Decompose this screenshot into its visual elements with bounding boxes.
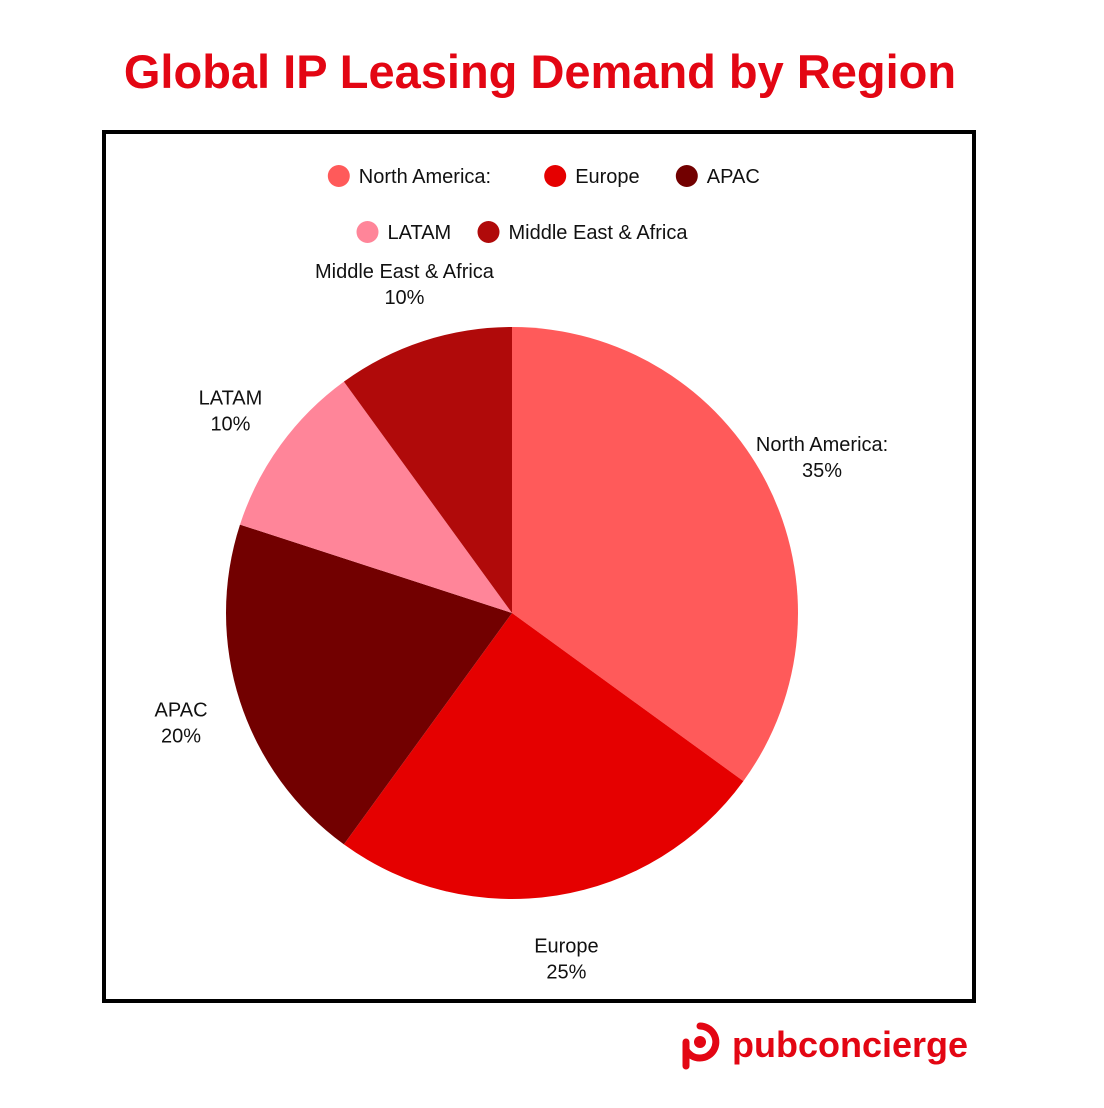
- slice-label-apac: APAC: [155, 700, 208, 722]
- legend-marker-apac: [675, 165, 698, 187]
- pie-slice-latam: [239, 381, 512, 613]
- slice-value-apac: 20%: [161, 726, 201, 748]
- chart-frame: North America: Europe APAC LATAM Middle East…: [102, 130, 976, 1003]
- legend-marker-north-america: [327, 165, 350, 187]
- slice-value-middle-east-africa: 10%: [384, 287, 424, 309]
- slice-label-north-america: North America:: [756, 434, 888, 456]
- legend-marker-latam: [356, 221, 379, 243]
- slice-value-latam: 10%: [210, 413, 250, 435]
- pie-slice-europe: [343, 613, 744, 899]
- chart-title: Global IP Leasing Demand by Region: [123, 45, 957, 98]
- slice-value-north-america: 35%: [802, 460, 842, 482]
- pie-slice-apac: [226, 524, 512, 845]
- legend-label-apac: APAC: [707, 166, 760, 188]
- slice-label-middle-east-africa: Middle East & Africa: [315, 261, 495, 283]
- pie-slice-middle-east-africa: [343, 327, 512, 613]
- slice-value-europe: 25%: [546, 962, 586, 984]
- slice-label-latam: LATAM: [199, 387, 263, 409]
- legend-label-north-america: North America:: [359, 166, 491, 188]
- legend-marker-europe: [544, 165, 567, 187]
- brand-name: pubconcierge: [732, 1024, 969, 1065]
- legend-label-latam: LATAM: [388, 222, 452, 244]
- pubconcierge-logo-icon: [682, 1022, 720, 1070]
- legend-label-middle-east-africa: Middle East & Africa: [509, 222, 689, 244]
- pie-slice-north-america: [512, 327, 798, 782]
- slice-label-europe: Europe: [534, 936, 599, 958]
- brand-logo: pubconcierge: [678, 1020, 968, 1070]
- legend-label-europe: Europe: [575, 166, 640, 188]
- legend-marker-middle-east-africa: [477, 221, 500, 243]
- pie-chart: North America: Europe APAC LATAM Middle East…: [155, 165, 888, 984]
